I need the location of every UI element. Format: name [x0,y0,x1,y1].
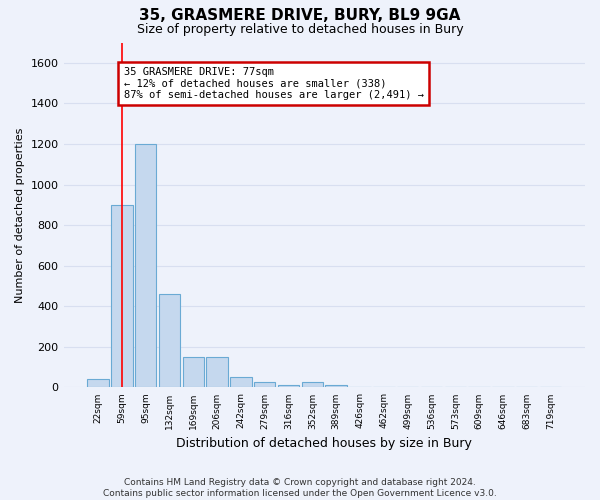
Text: Size of property relative to detached houses in Bury: Size of property relative to detached ho… [137,22,463,36]
Bar [230,378,251,388]
Bar [87,380,109,388]
Bar [111,205,133,388]
Bar [135,144,157,388]
Text: 35 GRASMERE DRIVE: 77sqm
← 12% of detached houses are smaller (338)
87% of semi-: 35 GRASMERE DRIVE: 77sqm ← 12% of detach… [124,67,424,100]
Text: Contains HM Land Registry data © Crown copyright and database right 2024.
Contai: Contains HM Land Registry data © Crown c… [103,478,497,498]
Bar [302,382,323,388]
Bar [206,357,228,388]
Bar [254,382,275,388]
Bar [159,294,180,388]
Bar [325,386,347,388]
Bar [182,357,204,388]
Text: 35, GRASMERE DRIVE, BURY, BL9 9GA: 35, GRASMERE DRIVE, BURY, BL9 9GA [139,8,461,22]
Y-axis label: Number of detached properties: Number of detached properties [15,128,25,302]
Bar [278,386,299,388]
X-axis label: Distribution of detached houses by size in Bury: Distribution of detached houses by size … [176,437,472,450]
